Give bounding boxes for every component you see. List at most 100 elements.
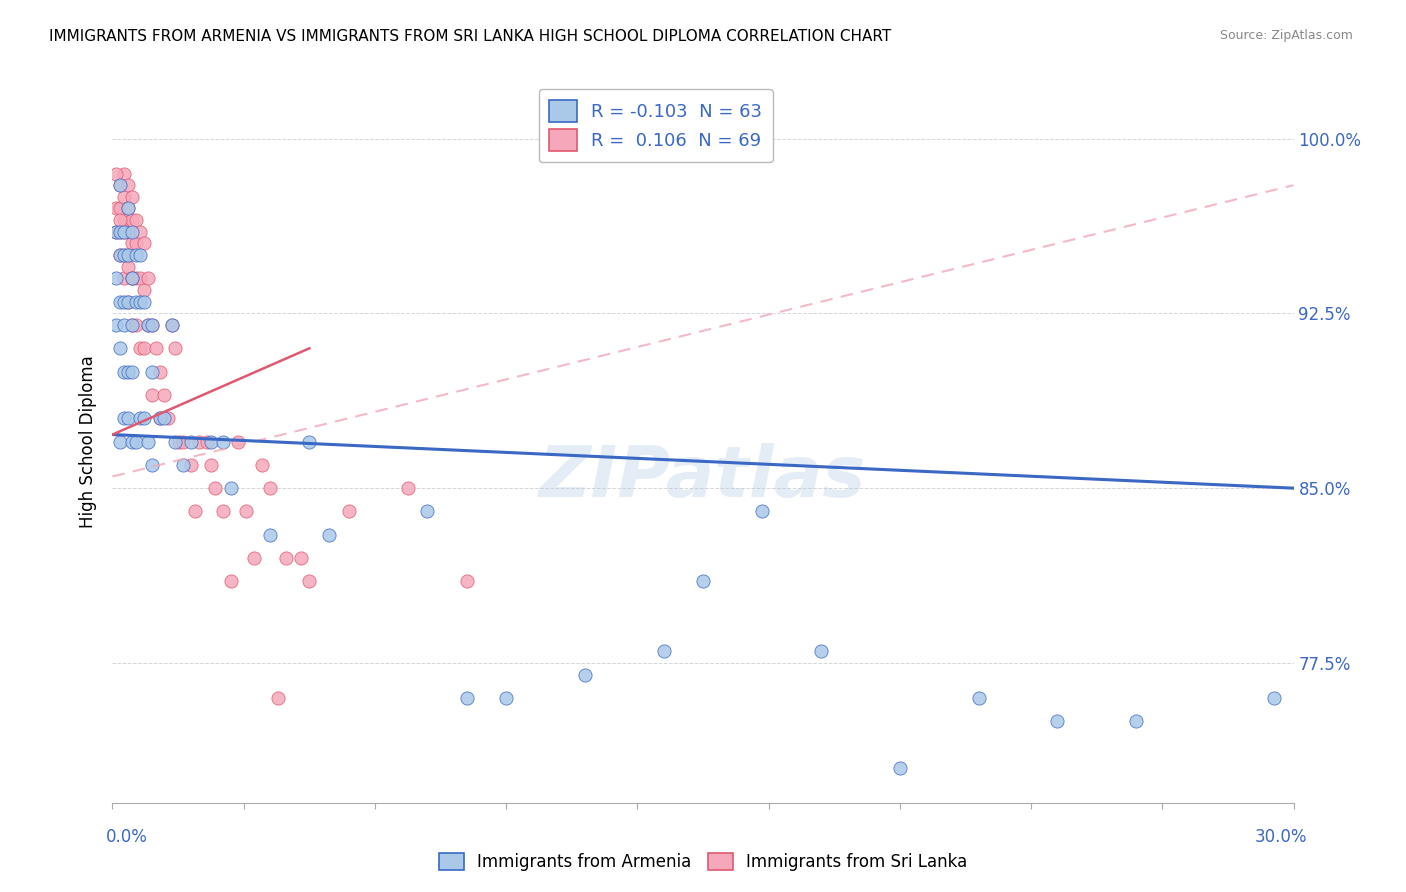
Point — [141, 388, 163, 402]
Point — [121, 318, 143, 332]
Point — [141, 318, 163, 332]
Point — [110, 341, 132, 355]
Point — [125, 271, 148, 285]
Point — [652, 644, 675, 658]
Point — [132, 236, 155, 251]
Point — [129, 248, 152, 262]
Text: 0.0%: 0.0% — [105, 828, 148, 846]
Point — [136, 318, 159, 332]
Point — [125, 248, 148, 262]
Point — [160, 318, 183, 332]
Point — [110, 434, 132, 449]
Point — [495, 690, 517, 705]
Text: Source: ZipAtlas.com: Source: ZipAtlas.com — [1219, 29, 1353, 42]
Point — [117, 365, 139, 379]
Point — [112, 294, 135, 309]
Point — [160, 318, 183, 332]
Point — [110, 225, 132, 239]
Point — [141, 365, 163, 379]
Point — [125, 294, 148, 309]
Point — [136, 318, 159, 332]
Point — [125, 236, 148, 251]
Legend: Immigrants from Armenia, Immigrants from Sri Lanka: Immigrants from Armenia, Immigrants from… — [430, 845, 976, 880]
Point — [145, 341, 167, 355]
Point — [112, 248, 135, 262]
Point — [105, 167, 128, 181]
Point — [129, 225, 152, 239]
Point — [121, 271, 143, 285]
Point — [141, 458, 163, 472]
Point — [117, 178, 139, 193]
Point — [456, 690, 478, 705]
Point — [211, 434, 233, 449]
Point — [132, 294, 155, 309]
Point — [195, 434, 218, 449]
Point — [810, 644, 832, 658]
Point — [110, 248, 132, 262]
Point — [129, 271, 152, 285]
Point — [132, 341, 155, 355]
Point — [125, 434, 148, 449]
Point — [337, 504, 360, 518]
Point — [121, 236, 143, 251]
Point — [188, 434, 211, 449]
Point — [105, 202, 128, 216]
Point — [121, 190, 143, 204]
Point — [259, 528, 281, 542]
Point — [110, 213, 132, 227]
Point — [129, 341, 152, 355]
Point — [211, 504, 233, 518]
Point — [129, 411, 152, 425]
Point — [110, 294, 132, 309]
Point — [274, 551, 297, 566]
Point — [136, 434, 159, 449]
Text: ZIPatlas: ZIPatlas — [540, 443, 866, 512]
Point — [200, 458, 222, 472]
Point — [129, 294, 152, 309]
Point — [110, 178, 132, 193]
Point — [112, 411, 135, 425]
Point — [117, 260, 139, 274]
Point — [117, 294, 139, 309]
Point — [180, 458, 202, 472]
Point — [117, 248, 139, 262]
Point — [136, 271, 159, 285]
Point — [172, 434, 194, 449]
Point — [967, 690, 990, 705]
Point — [132, 283, 155, 297]
Point — [117, 294, 139, 309]
Legend: R = -0.103  N = 63, R =  0.106  N = 69: R = -0.103 N = 63, R = 0.106 N = 69 — [538, 89, 773, 162]
Point — [121, 271, 143, 285]
Point — [235, 504, 257, 518]
Point — [112, 225, 135, 239]
Point — [121, 318, 143, 332]
Point — [219, 574, 242, 589]
Point — [121, 225, 143, 239]
Point — [259, 481, 281, 495]
Point — [132, 411, 155, 425]
Point — [105, 225, 128, 239]
Point — [180, 434, 202, 449]
Text: IMMIGRANTS FROM ARMENIA VS IMMIGRANTS FROM SRI LANKA HIGH SCHOOL DIPLOMA CORRELA: IMMIGRANTS FROM ARMENIA VS IMMIGRANTS FR… — [49, 29, 891, 44]
Point — [165, 341, 187, 355]
Point — [149, 411, 172, 425]
Point — [184, 504, 207, 518]
Point — [228, 434, 250, 449]
Point — [172, 458, 194, 472]
Point — [117, 225, 139, 239]
Point — [290, 551, 312, 566]
Point — [298, 434, 321, 449]
Point — [298, 574, 321, 589]
Point — [112, 248, 135, 262]
Point — [396, 481, 419, 495]
Point — [117, 411, 139, 425]
Point — [112, 225, 135, 239]
Point — [751, 504, 773, 518]
Point — [121, 365, 143, 379]
Point — [121, 271, 143, 285]
Point — [156, 411, 179, 425]
Point — [105, 271, 128, 285]
Point — [318, 528, 340, 542]
Point — [250, 458, 273, 472]
Point — [152, 411, 174, 425]
